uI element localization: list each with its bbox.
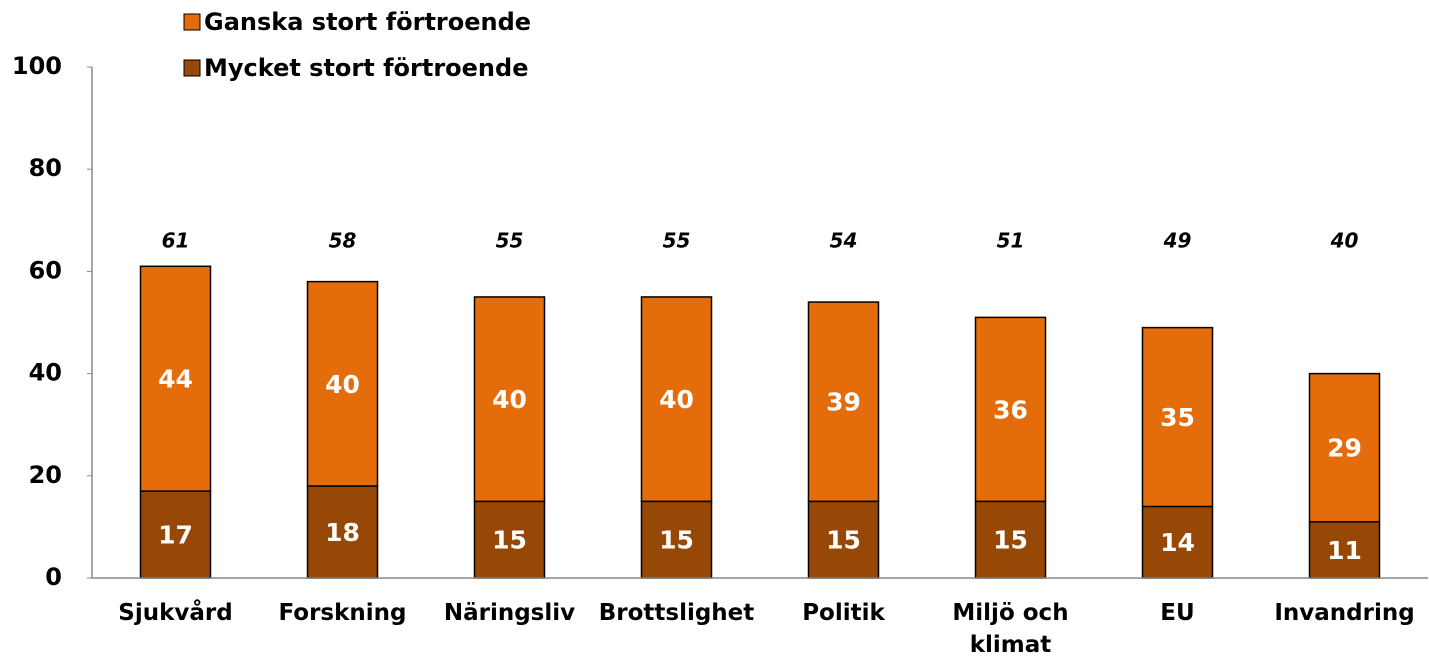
x-tick-label: Näringsliv <box>443 600 576 626</box>
value-label: 40 <box>659 385 694 414</box>
legend-swatch <box>183 59 201 77</box>
value-label: 36 <box>993 395 1028 424</box>
bar-segment <box>139 265 212 492</box>
bar-segment <box>306 280 379 487</box>
bar-segment <box>974 500 1047 579</box>
value-label: 14 <box>1160 528 1195 557</box>
bar-segment <box>306 485 379 579</box>
x-tick-label: Politik <box>802 600 885 626</box>
y-tick-label: 100 <box>12 52 62 80</box>
y-tick-label: 60 <box>29 256 62 284</box>
legend-label: Ganska stort förtroende <box>204 8 531 36</box>
bar-segment <box>807 301 880 503</box>
total-label: 58 <box>329 229 357 253</box>
value-label: 15 <box>826 526 861 555</box>
bar-segment <box>1141 326 1214 508</box>
y-tick-label: 80 <box>29 154 62 182</box>
total-label: 49 <box>1163 229 1192 253</box>
value-label: 17 <box>158 521 193 550</box>
value-label: 39 <box>826 388 861 417</box>
total-label: 61 <box>162 229 190 253</box>
total-label: 40 <box>1330 229 1359 253</box>
legend-label: Mycket stort förtroende <box>204 54 528 82</box>
value-label: 35 <box>1160 403 1195 432</box>
bar-segment <box>473 296 546 503</box>
value-label: 29 <box>1327 434 1362 463</box>
y-tick-label: 40 <box>29 359 62 387</box>
value-label: 44 <box>158 365 193 394</box>
total-label: 54 <box>830 229 858 253</box>
x-tick-label: Invandring <box>1274 600 1415 626</box>
x-tick-label: Sjukvård <box>118 600 233 626</box>
x-tick-label: Miljö och klimat <box>952 600 1069 658</box>
value-label: 11 <box>1327 536 1362 565</box>
value-label: 40 <box>492 385 527 414</box>
y-tick-label: 0 <box>45 563 62 591</box>
x-tick-label: Brottslighet <box>598 600 755 626</box>
bar-segment <box>1141 505 1214 579</box>
bar-segment <box>1308 372 1381 523</box>
bar-segment <box>640 500 713 579</box>
bar-segment <box>974 316 1047 503</box>
x-tick-label: Forskning <box>278 600 407 626</box>
y-tick-label: 20 <box>29 461 62 489</box>
x-tick-label: EU <box>1160 600 1195 626</box>
value-label: 15 <box>492 526 527 555</box>
total-label: 55 <box>663 229 691 253</box>
total-label: 51 <box>997 229 1025 253</box>
value-label: 15 <box>993 526 1028 555</box>
value-label: 15 <box>659 526 694 555</box>
bar-segment <box>640 296 713 503</box>
bar-segment <box>1308 521 1381 579</box>
total-label: 55 <box>496 229 524 253</box>
value-label: 18 <box>325 518 360 547</box>
legend-swatch <box>183 13 201 31</box>
value-label: 40 <box>325 370 360 399</box>
bar-segment <box>473 500 546 579</box>
